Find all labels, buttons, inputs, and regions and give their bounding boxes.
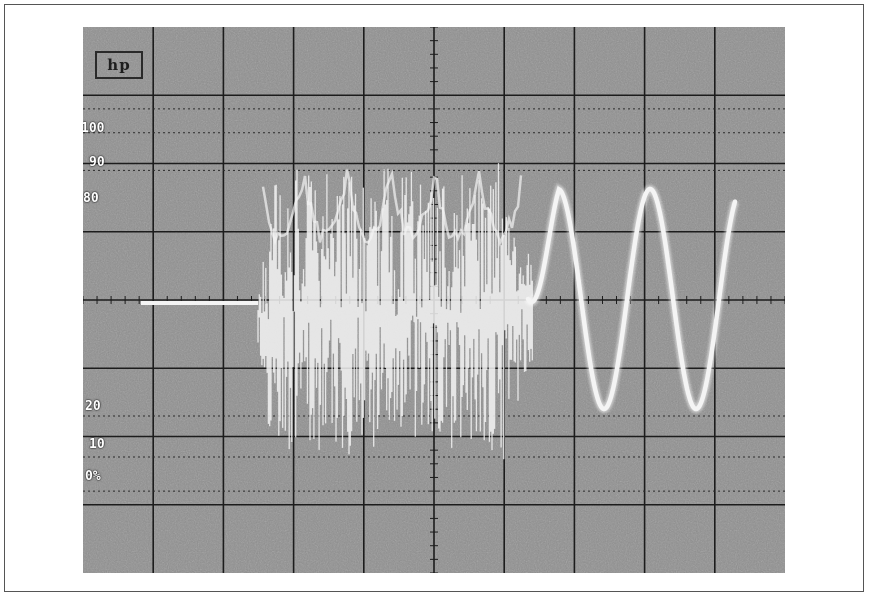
oscilloscope-screen: hp 100 90 80 20 10 0% xyxy=(83,27,785,573)
marker-100-percent: 100 xyxy=(83,121,105,136)
marker-10-percent: 10 xyxy=(89,437,105,452)
marker-80-percent: 80 xyxy=(83,191,99,206)
noise-burst-path xyxy=(257,163,533,460)
photo-frame: hp 100 90 80 20 10 0% xyxy=(4,4,864,592)
sine-wave-path xyxy=(525,185,738,412)
marker-20-percent: 20 xyxy=(85,399,101,414)
marker-90-percent: 90 xyxy=(89,155,105,170)
hp-logo: hp xyxy=(95,51,143,79)
marker-0-percent: 0% xyxy=(85,469,101,484)
noise-burst-trace xyxy=(141,163,533,460)
noise-burst-envelope xyxy=(261,169,523,247)
sine-wave-trace xyxy=(524,183,739,414)
oscilloscope-graticule xyxy=(83,27,785,573)
